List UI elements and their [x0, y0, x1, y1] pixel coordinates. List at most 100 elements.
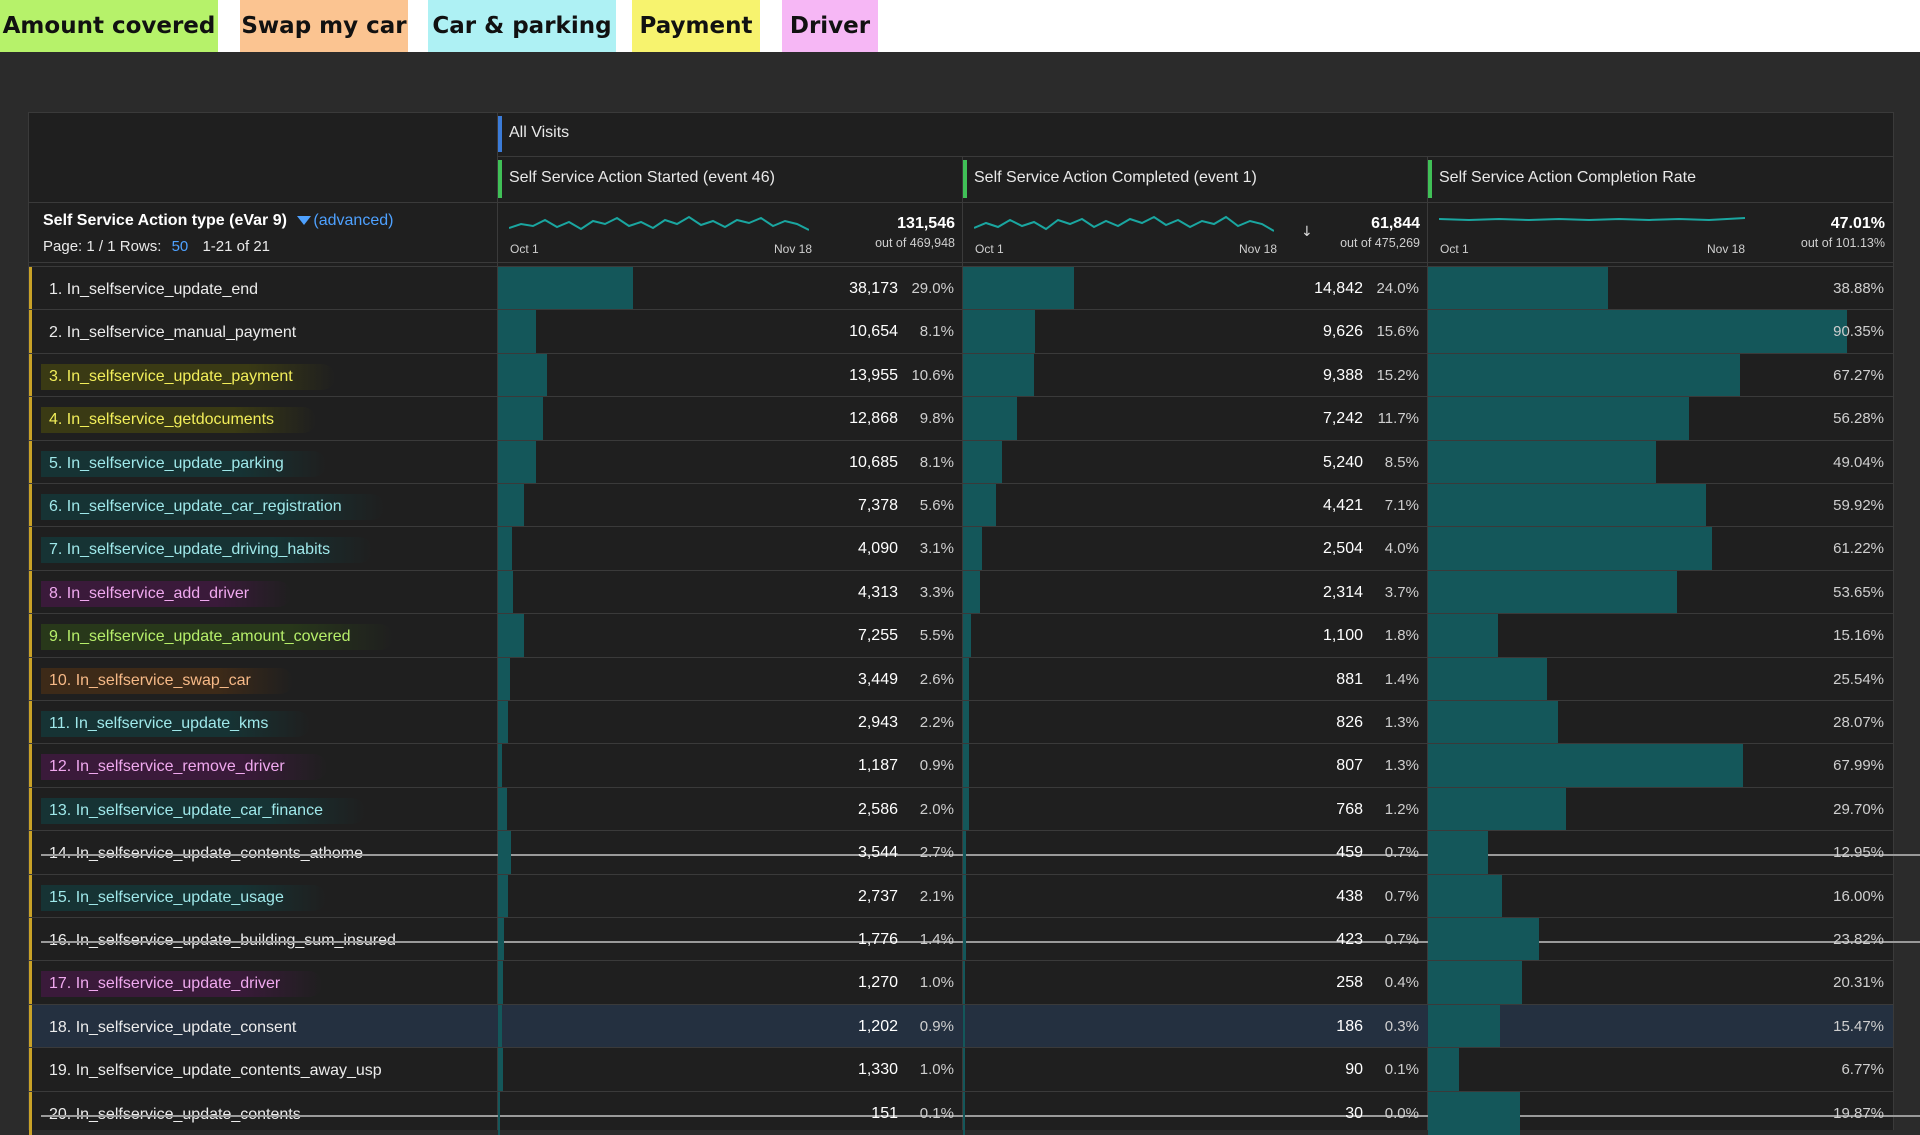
metric-bar [498, 614, 524, 658]
metric-value: 2,737 [857, 887, 898, 905]
metric-percent: 2.0% [919, 800, 954, 818]
metric-bar [1428, 1048, 1459, 1092]
total-sub-completed: out of 475,269 [1340, 236, 1420, 250]
metric-percent: 0.7% [1384, 887, 1419, 905]
table-row[interactable]: 6. In_selfservice_update_car_registratio… [29, 483, 1893, 527]
dimension-title[interactable]: Self Service Action type (eVar 9) [43, 212, 287, 229]
row-label[interactable]: 20. In_selfservice_update_contents [41, 1102, 1920, 1128]
row-label[interactable]: 19. In_selfservice_update_contents_away_… [49, 1062, 382, 1080]
report-panel: All Visits Self Service Action Started (… [0, 52, 1920, 1135]
row-label[interactable]: 13. In_selfservice_update_car_finance [41, 797, 365, 824]
metric-header-completed[interactable]: Self Service Action Completed (event 1) [974, 169, 1257, 186]
legend-item: Car & parking [428, 0, 616, 52]
table-row[interactable]: 15. In_selfservice_update_usage 2,737 2.1%… [29, 873, 1893, 918]
metric-value: 12,868 [849, 410, 898, 428]
table-row[interactable]: 9. In_selfservice_update_amount_covered 7… [29, 613, 1893, 658]
row-label[interactable]: 9. In_selfservice_update_amount_covered [41, 624, 393, 651]
table-row[interactable]: 13. In_selfservice_update_car_finance 2,5… [29, 786, 1893, 831]
metric-value: 25.54% [1833, 670, 1884, 688]
row-label[interactable]: 17. In_selfservice_update_driver [41, 971, 323, 998]
table-row[interactable]: 19. In_selfservice_update_contents_away_… [29, 1047, 1893, 1092]
metric-header-rate[interactable]: Self Service Action Completion Rate [1439, 169, 1697, 186]
row-label[interactable]: 11. In_selfservice_update_kms [41, 711, 311, 737]
row-label[interactable]: 15. In_selfservice_update_usage [41, 884, 326, 911]
table-row[interactable]: 17. In_selfservice_update_driver 1,270 1.0… [29, 960, 1893, 1005]
metric-percent: 1.3% [1384, 714, 1419, 731]
metric-bar [963, 484, 996, 527]
metric-value: 2,943 [857, 714, 898, 731]
rows-per-page[interactable]: 50 [171, 238, 189, 255]
metric-bar [1428, 527, 1712, 571]
table-row[interactable]: 11. In_selfservice_update_kms 2,943 2.2% 82… [29, 700, 1893, 744]
metric-bar [498, 874, 508, 918]
metric-header-started[interactable]: Self Service Action Started (event 46) [509, 169, 775, 186]
table-row[interactable]: 12. In_selfservice_remove_driver 1,187 0.9… [29, 743, 1893, 788]
metric-percent: 2.6% [919, 670, 954, 688]
metric-percent: 2.1% [919, 887, 954, 905]
metric-bar [498, 397, 543, 441]
filter-icon[interactable] [297, 216, 312, 226]
sparkline-start-completed: Oct 1 [975, 242, 1004, 256]
row-label[interactable]: 2. In_selfservice_manual_payment [49, 324, 297, 342]
metric-percent: 7.1% [1384, 497, 1419, 514]
advanced-filter-link[interactable]: (advanced) [313, 212, 394, 229]
metric-value: 28.07% [1833, 714, 1884, 731]
table-row[interactable]: 14. In_selfservice_update_contents_athom… [29, 830, 1920, 875]
table-row[interactable]: 2. In_selfservice_manual_payment 10,654 8.… [29, 309, 1893, 354]
table-row[interactable]: 1. In_selfservice_update_end 38,173 29.0% 1… [29, 266, 1893, 310]
row-label[interactable]: 7. In_selfservice_update_driving_habits [41, 537, 373, 564]
row-range: 1-21 of 21 [202, 238, 271, 255]
row-label[interactable]: 3. In_selfservice_update_payment [41, 363, 335, 390]
metric-bar [963, 397, 1017, 441]
row-marker [29, 874, 32, 918]
row-label[interactable]: 1. In_selfservice_update_end [49, 281, 259, 298]
metric-value: 90 [1345, 1061, 1363, 1079]
segment-header[interactable]: All Visits [509, 124, 570, 141]
sort-descending-icon[interactable]: ↓ [1301, 224, 1313, 240]
metric-value: 10,685 [849, 453, 898, 471]
metric-bar [963, 353, 1034, 397]
metric-value: 56.28% [1833, 410, 1884, 428]
row-label[interactable]: 8. In_selfservice_add_driver [41, 580, 292, 607]
metric-percent: 1.8% [1384, 627, 1419, 645]
row-label[interactable]: 16. In_selfservice_update_building_sum_i… [41, 928, 1920, 954]
metric-bar [498, 440, 536, 484]
total-sub-rate: out of 101.13% [1800, 236, 1885, 250]
metric-percent: 4.0% [1384, 540, 1419, 558]
row-label[interactable]: 4. In_selfservice_getdocuments [41, 407, 317, 434]
metric-bar [498, 1048, 503, 1092]
metric-value: 7,242 [1322, 410, 1363, 428]
table-row[interactable]: 3. In_selfservice_update_payment 13,955 10… [29, 352, 1893, 397]
table-row[interactable]: 20. In_selfservice_update_contents 151 0.1… [29, 1090, 1920, 1135]
metric-bar [498, 1091, 500, 1135]
rows-label: Rows: [119, 238, 162, 255]
metric-value: 459 [1336, 844, 1363, 862]
table-row[interactable]: 18. In_selfservice_update_consent 1,202 0.… [29, 1003, 1893, 1048]
metric-value: 16.00% [1833, 887, 1884, 905]
metric-percent: 1.4% [919, 931, 954, 948]
row-label[interactable]: 5. In_selfservice_update_parking [41, 450, 326, 477]
row-label[interactable]: 6. In_selfservice_update_car_registratio… [41, 494, 384, 520]
metric-percent: 15.2% [1376, 366, 1419, 384]
metric-percent: 3.1% [919, 540, 954, 558]
table-row[interactable]: 5. In_selfservice_update_parking 10,685 8.… [29, 439, 1893, 484]
metric-bar [1428, 1004, 1500, 1048]
table-row[interactable]: 10. In_selfservice_swap_car 3,449 2.6% 881 1… [29, 656, 1893, 701]
metric-bar [498, 310, 536, 354]
metric-percent: 8.1% [919, 453, 954, 471]
table-row[interactable]: 7. In_selfservice_update_driving_habits 4… [29, 526, 1893, 571]
table-row[interactable]: 8. In_selfservice_add_driver 4,313 3.3% 2,3… [29, 569, 1893, 614]
metric-value: 1,330 [857, 1061, 898, 1079]
row-label[interactable]: 18. In_selfservice_update_consent [49, 1018, 297, 1036]
row-label[interactable]: 10. In_selfservice_swap_car [41, 667, 293, 694]
metric-percent: 0.9% [919, 757, 954, 775]
row-label[interactable]: 12. In_selfservice_remove_driver [41, 754, 327, 781]
table-row[interactable]: 16. In_selfservice_update_building_sum_i… [29, 917, 1920, 961]
metric-percent: 9.8% [919, 410, 954, 428]
table-row[interactable]: 4. In_selfservice_getdocuments 12,868 9.8%… [29, 396, 1893, 441]
row-marker [29, 353, 32, 397]
metric-bar [1428, 744, 1743, 788]
metric-percent: 15.6% [1376, 323, 1419, 341]
metric-value: 1,776 [857, 931, 898, 948]
row-label[interactable]: 14. In_selfservice_update_contents_athom… [41, 841, 1920, 867]
